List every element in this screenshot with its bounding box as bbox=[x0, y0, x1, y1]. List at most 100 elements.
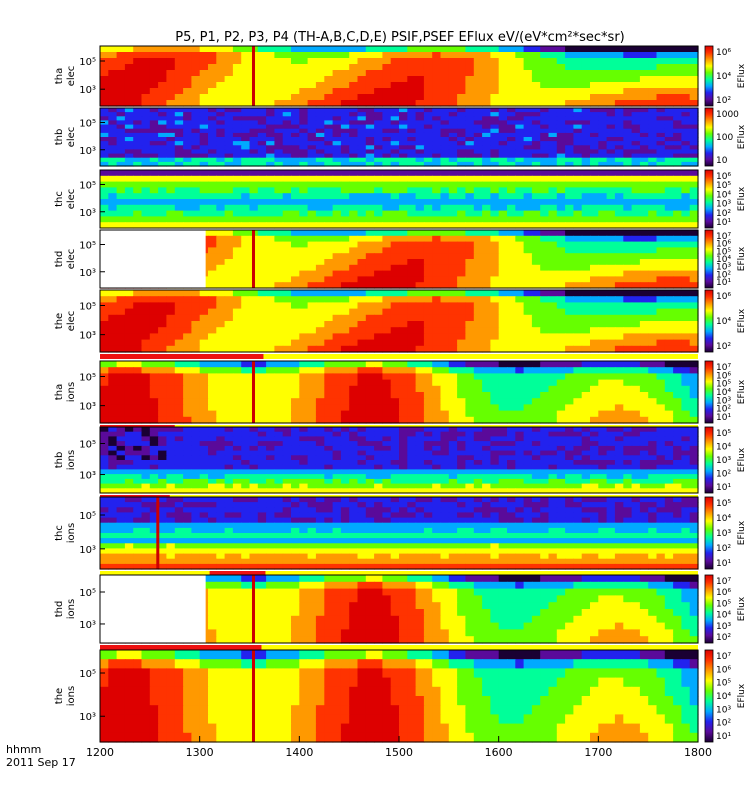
spectrogram-cell bbox=[174, 199, 184, 206]
spectrogram-cell bbox=[523, 441, 533, 447]
spectrogram-cell bbox=[174, 339, 184, 347]
spectrogram-cell bbox=[232, 235, 242, 243]
spectrogram-cell bbox=[407, 416, 417, 424]
spectrogram-cell bbox=[399, 276, 408, 283]
spectrogram-cell bbox=[274, 124, 284, 130]
spectrogram-cell bbox=[407, 181, 417, 188]
spectrogram-cell bbox=[531, 339, 541, 347]
spectrogram-cell bbox=[149, 204, 159, 212]
spectrogram-cell bbox=[141, 404, 151, 412]
spectrogram-cell bbox=[498, 76, 508, 83]
spectrogram-cell bbox=[257, 253, 267, 260]
spectrogram-cell bbox=[623, 398, 633, 405]
spectrogram-cell bbox=[448, 441, 458, 447]
spectrogram-cell bbox=[357, 161, 367, 167]
spectrogram-cell bbox=[390, 308, 400, 316]
spectrogram-cell bbox=[307, 145, 317, 150]
spectrogram-cell bbox=[606, 137, 616, 142]
spectrogram-cell bbox=[374, 58, 383, 65]
spectrogram-cell bbox=[299, 441, 309, 447]
spectrogram-cell bbox=[490, 398, 500, 405]
spectrogram-cell bbox=[116, 70, 126, 77]
spectrogram-cell bbox=[606, 314, 616, 322]
spectrogram-cell bbox=[216, 128, 226, 134]
spectrogram-cell bbox=[299, 398, 309, 405]
spectrogram-cell bbox=[324, 88, 334, 95]
spectrogram-cell bbox=[581, 361, 591, 368]
spectrogram-cell bbox=[191, 333, 201, 341]
spectrogram-cell bbox=[473, 204, 483, 212]
spectrogram-cell bbox=[556, 247, 566, 254]
spectrogram-cell bbox=[440, 88, 450, 95]
spectrogram-cell bbox=[423, 128, 433, 134]
spectrogram-cell bbox=[224, 108, 234, 113]
spectrogram-cell bbox=[623, 327, 633, 334]
spectrogram-cell bbox=[581, 339, 591, 347]
spectrogram-cell bbox=[349, 70, 359, 77]
spectrogram-cell bbox=[490, 187, 500, 194]
spectrogram-cell bbox=[598, 367, 608, 374]
spectrogram-cell bbox=[133, 157, 143, 163]
spectrogram-cell bbox=[548, 247, 558, 254]
spectrogram-cell bbox=[307, 361, 317, 368]
spectrogram-cell bbox=[349, 241, 359, 248]
spectrogram-cell bbox=[191, 339, 201, 347]
spectrogram-cell bbox=[656, 327, 666, 334]
spectrogram-cell bbox=[158, 404, 167, 412]
spectrogram-cell bbox=[324, 187, 334, 194]
spectrogram-cell bbox=[556, 187, 566, 194]
spectrogram-cell bbox=[623, 132, 633, 138]
spectrogram-cell bbox=[614, 153, 624, 159]
spectrogram-cell bbox=[349, 441, 359, 447]
spectrogram-cell bbox=[357, 153, 367, 159]
spectrogram-cell bbox=[133, 222, 143, 229]
spectrogram-cell bbox=[689, 64, 699, 71]
spectrogram-cell bbox=[232, 230, 242, 237]
spectrogram-cell bbox=[133, 52, 143, 59]
spectrogram-cell bbox=[673, 88, 682, 95]
spectrogram-cell bbox=[232, 379, 242, 387]
spectrogram-cell bbox=[573, 210, 583, 217]
spectrogram-cell bbox=[340, 145, 350, 150]
spectrogram-cell bbox=[208, 321, 217, 328]
spectrogram-cell bbox=[141, 161, 151, 167]
spectrogram-cell bbox=[565, 290, 574, 297]
spectrogram-cell bbox=[332, 187, 342, 194]
spectrogram-cell bbox=[415, 392, 425, 399]
spectrogram-cell bbox=[340, 124, 350, 130]
spectrogram-cell bbox=[365, 259, 375, 266]
spectrogram-cell bbox=[465, 264, 475, 272]
spectrogram-cell bbox=[224, 116, 234, 121]
spectrogram-cell bbox=[174, 170, 184, 177]
spectrogram-cell bbox=[307, 137, 317, 142]
spectrogram-cell bbox=[639, 339, 649, 347]
spectrogram-cell bbox=[365, 230, 375, 237]
spectrogram-cell bbox=[349, 108, 359, 113]
spectrogram-cell bbox=[349, 373, 359, 381]
spectrogram-cell bbox=[266, 181, 275, 188]
spectrogram-cell bbox=[656, 161, 666, 167]
spectrogram-cell bbox=[141, 112, 151, 117]
spectrogram-cell bbox=[440, 247, 450, 254]
spectrogram-cell bbox=[191, 116, 201, 121]
spectrogram-cell bbox=[598, 141, 608, 146]
spectrogram-cell bbox=[324, 296, 334, 303]
spectrogram-cell bbox=[490, 116, 500, 121]
spectrogram-cell bbox=[257, 94, 267, 101]
spectrogram-cell bbox=[216, 153, 226, 159]
spectrogram-cell bbox=[573, 367, 583, 374]
spectrogram-cell bbox=[581, 132, 591, 138]
spectrogram-cell bbox=[257, 157, 267, 163]
spectrogram-cell bbox=[415, 241, 425, 248]
spectrogram-cell bbox=[174, 124, 184, 130]
spectrogram-cell bbox=[482, 46, 491, 53]
spectrogram-cell bbox=[332, 431, 342, 437]
spectrogram-cell bbox=[141, 431, 151, 437]
spectrogram-cell bbox=[241, 70, 251, 77]
spectrogram-cell bbox=[299, 141, 309, 146]
spectrogram-cell bbox=[490, 46, 500, 53]
spectrogram-cell bbox=[448, 145, 458, 150]
spectrogram-cell bbox=[465, 199, 475, 206]
spectrogram-cell bbox=[648, 385, 658, 393]
